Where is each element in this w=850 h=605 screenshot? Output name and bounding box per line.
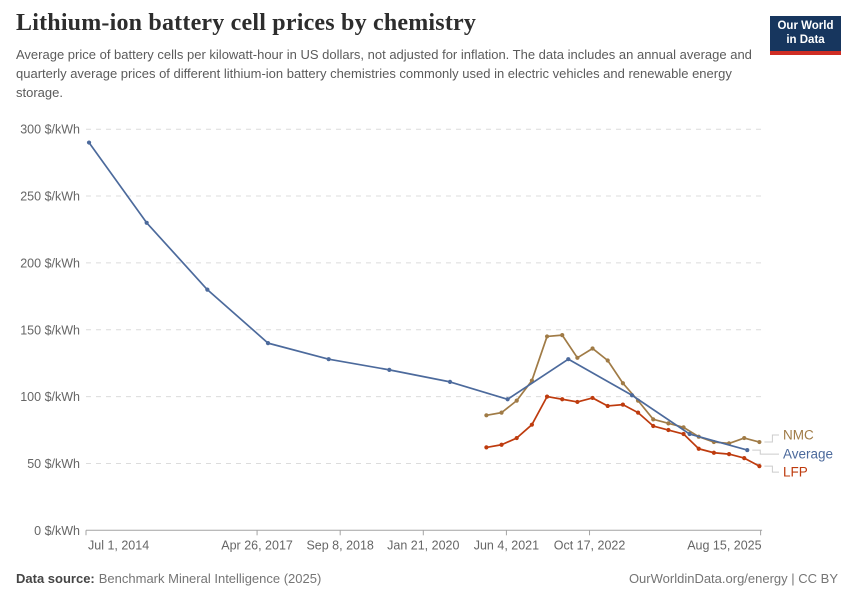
data-point[interactable] — [742, 435, 747, 441]
data-point[interactable] — [666, 421, 671, 426]
owid-logo-line2: in Data — [786, 33, 825, 46]
data-point[interactable] — [447, 379, 453, 384]
data-point[interactable] — [144, 220, 149, 225]
data-point[interactable] — [484, 445, 489, 450]
chart-header: Lithium-ion battery cell prices by chemi… — [16, 10, 756, 103]
data-source: Data source: Benchmark Mineral Intelligen… — [16, 571, 321, 586]
data-point[interactable] — [651, 417, 656, 422]
series-nmc[interactable]: NMC — [484, 332, 814, 446]
data-point[interactable] — [681, 431, 686, 437]
y-tick-label: 150 $/kWh — [20, 323, 80, 337]
data-point[interactable] — [651, 423, 656, 429]
data-point[interactable] — [666, 427, 671, 433]
data-point[interactable] — [590, 346, 595, 351]
data-point[interactable] — [560, 332, 565, 338]
y-tick-label: 100 $/kWh — [20, 390, 80, 404]
x-tick-label: Jan 21, 2020 — [387, 538, 459, 552]
chart-subtitle: Average price of battery cells per kilow… — [16, 47, 752, 101]
data-point[interactable] — [605, 403, 610, 409]
data-point[interactable] — [620, 402, 625, 407]
series-line-average[interactable] — [88, 142, 748, 451]
data-point[interactable] — [620, 381, 625, 386]
data-point[interactable] — [575, 355, 580, 360]
data-point[interactable] — [544, 334, 550, 339]
x-tick-label: Apr 26, 2017 — [221, 538, 293, 552]
data-point[interactable] — [499, 410, 504, 415]
data-point[interactable] — [745, 447, 750, 453]
data-point[interactable] — [505, 397, 510, 402]
data-point[interactable] — [544, 394, 550, 399]
legend-connector — [752, 449, 779, 455]
chart-footer: Data source: Benchmark Mineral Intelligen… — [16, 571, 838, 586]
owid-logo[interactable]: Our World in Data — [770, 16, 841, 55]
data-point[interactable] — [265, 341, 271, 346]
y-tick-label: 0 $/kWh — [34, 524, 80, 538]
data-point[interactable] — [687, 431, 692, 437]
legend-connector — [764, 465, 779, 473]
x-tick-label: Sep 8, 2018 — [306, 538, 373, 552]
data-point[interactable] — [590, 395, 595, 401]
series-line-lfp[interactable] — [486, 395, 760, 467]
series-average[interactable]: Average — [86, 140, 833, 462]
data-point[interactable] — [566, 357, 571, 362]
data-point[interactable] — [86, 140, 92, 145]
y-tick-label: 200 $/kWh — [20, 256, 80, 270]
x-tick-label: Jul 1, 2014 — [88, 538, 149, 552]
data-point[interactable] — [514, 398, 519, 403]
x-tick-label: Aug 15, 2025 — [687, 538, 761, 552]
data-point[interactable] — [757, 439, 762, 445]
data-point[interactable] — [711, 450, 716, 455]
data-point[interactable] — [629, 393, 635, 398]
y-tick-label: 300 $/kWh — [20, 123, 80, 137]
data-point[interactable] — [484, 413, 489, 418]
data-point[interactable] — [635, 410, 641, 415]
x-tick-label: Oct 17, 2022 — [554, 538, 626, 552]
page-title: Lithium-ion battery cell prices by chemi… — [16, 10, 477, 36]
x-tick-label: Jun 4, 2021 — [474, 538, 539, 552]
data-point[interactable] — [560, 397, 565, 402]
data-point[interactable] — [575, 399, 580, 405]
legend-label-average[interactable]: Average — [783, 447, 833, 462]
data-point[interactable] — [757, 464, 762, 469]
data-source-value: Benchmark Mineral Intelligence (2025) — [98, 571, 322, 586]
y-tick-label: 250 $/kWh — [20, 190, 80, 204]
data-point[interactable] — [605, 358, 610, 363]
x-axis-ticks: Jul 1, 2014 Apr 26, 2017 Sep 8, 2018 Jan 21… — [85, 530, 762, 552]
data-point[interactable] — [514, 435, 519, 441]
y-tick-label: 50 $/kWh — [27, 457, 80, 471]
legend-label-lfp[interactable]: LFP — [783, 465, 808, 480]
data-point[interactable] — [529, 422, 534, 427]
data-point[interactable] — [205, 287, 210, 292]
data-source-label: Data source: — [16, 571, 95, 586]
gridlines: 0 $/kWh 50 $/kWh 100 $/kWh 150 $/kWh 200 $/k… — [20, 123, 763, 538]
owid-logo-line1: Our World — [777, 19, 834, 32]
data-point[interactable] — [696, 446, 701, 451]
data-point[interactable] — [726, 451, 732, 457]
data-point[interactable] — [387, 367, 392, 372]
data-point[interactable] — [499, 442, 504, 447]
series-lfp[interactable]: LFP — [484, 394, 808, 480]
credit-link[interactable]: OurWorldinData.org/energy | CC BY — [628, 571, 838, 586]
data-point[interactable] — [742, 456, 747, 461]
legend-connector — [764, 434, 779, 443]
data-point[interactable] — [326, 357, 331, 362]
legend-label-nmc[interactable]: NMC — [783, 428, 814, 443]
